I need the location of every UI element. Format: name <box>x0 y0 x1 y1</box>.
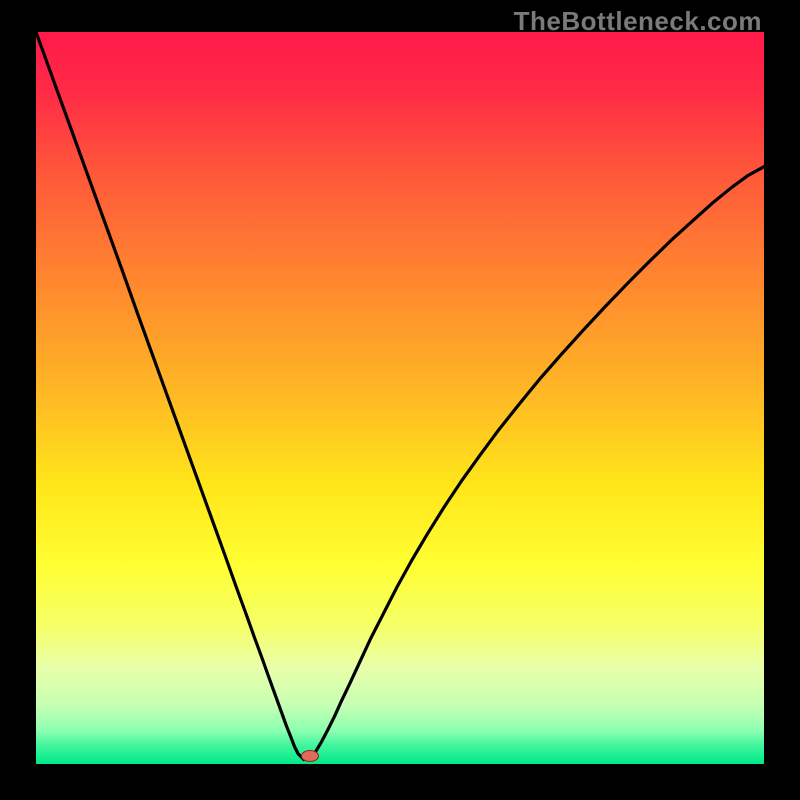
curve-svg <box>36 32 764 764</box>
minimum-marker <box>301 750 319 762</box>
watermark-text: TheBottleneck.com <box>514 6 762 37</box>
bottleneck-curve <box>36 32 764 760</box>
plot-area <box>36 32 764 764</box>
